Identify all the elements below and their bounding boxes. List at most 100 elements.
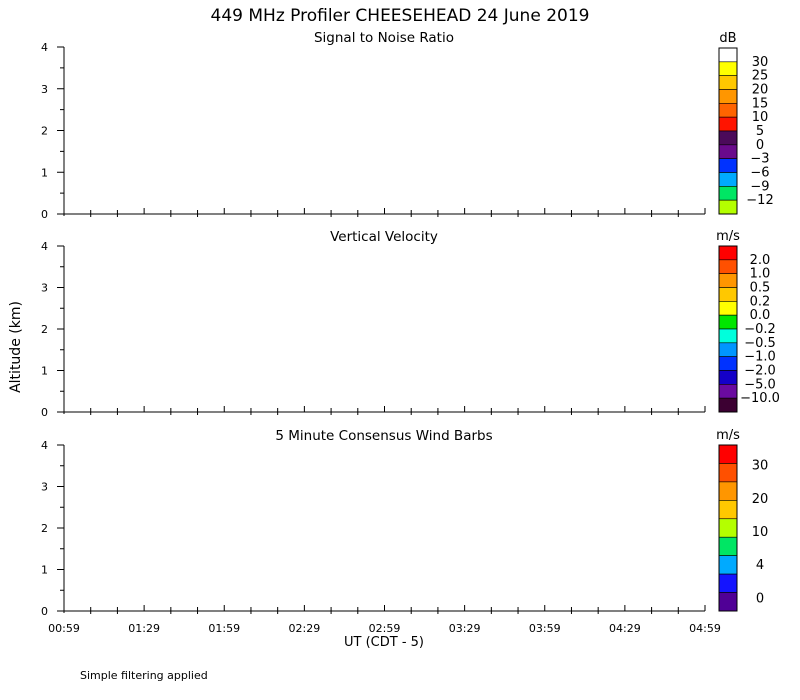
colorbar-swatch (718, 103, 738, 118)
colorbar-unit: m/s (716, 428, 740, 443)
colorbar-swatch (718, 75, 738, 90)
colorbar-label: 15 (752, 96, 769, 111)
y-tick-label: 3 (41, 282, 48, 295)
colorbar-swatch (718, 555, 738, 575)
colorbar-label: 25 (752, 69, 769, 84)
colorbar-label: 10 (752, 110, 769, 125)
colorbar-label: 30 (752, 459, 769, 474)
y-tick-label: 0 (41, 208, 48, 221)
colorbar-swatch (718, 481, 738, 501)
colorbar-label: 5 (756, 124, 764, 139)
x-tick-label: 02:29 (289, 622, 321, 635)
colorbar-label: 2.0 (750, 253, 771, 268)
y-tick-label: 1 (41, 166, 48, 179)
colorbar-label: −1.0 (744, 350, 776, 365)
colorbar-label: 20 (752, 492, 769, 507)
colorbar-unit: dB (719, 31, 736, 46)
colorbar-swatch (718, 172, 738, 187)
colorbar-swatch (718, 592, 738, 612)
x-tick-label: 03:59 (529, 622, 561, 635)
colorbar-swatch (718, 199, 738, 215)
colorbar-swatch (718, 259, 738, 274)
panel-1: Signal to Noise Ratio01234dB302520151050… (41, 30, 774, 221)
colorbar-swatch (718, 287, 738, 302)
colorbar-label: 0.5 (750, 281, 771, 296)
y-tick-label: 0 (41, 406, 48, 419)
y-tick-label: 1 (41, 365, 48, 378)
x-tick-label: 02:59 (369, 622, 401, 635)
y-tick-label: 3 (41, 481, 48, 494)
colorbar-label: −12 (746, 193, 773, 208)
colorbar-swatch (718, 463, 738, 483)
y-tick-label: 4 (41, 439, 48, 452)
y-axis-label: Altitude (km) (8, 301, 24, 393)
colorbar-label: −0.5 (744, 336, 776, 351)
colorbar-frame (718, 444, 738, 612)
y-tick-label: 0 (41, 605, 48, 618)
colorbar-label: −6 (750, 166, 769, 181)
y-tick-label: 2 (41, 323, 48, 336)
colorbar-swatch (718, 370, 738, 385)
panel-title: Signal to Noise Ratio (314, 30, 454, 46)
colorbar-swatch (718, 444, 738, 464)
panel-3: 5 Minute Consensus Wind Barbs 0 1 2 3 4 m/s 30 2… (41, 428, 768, 618)
x-tick-label: 01:59 (208, 622, 240, 635)
colorbar-swatch (718, 314, 738, 330)
y-tick-label: 4 (41, 240, 48, 253)
x-tick-label: 04:29 (609, 622, 641, 635)
colorbar-swatch (718, 61, 738, 76)
colorbar-swatch (718, 500, 738, 520)
colorbar-swatch (718, 328, 738, 344)
colorbar-swatch (718, 342, 738, 357)
colorbar-swatch (718, 536, 738, 556)
colorbar-label: 30 (752, 55, 769, 70)
colorbar-label: 0.2 (750, 294, 771, 309)
colorbar-label: 0 (756, 138, 764, 153)
colorbar-label: 20 (752, 83, 769, 98)
x-tick-label: 03:29 (449, 622, 481, 635)
colorbar-label: −5.0 (744, 377, 776, 392)
colorbar-label: 10 (752, 525, 769, 540)
colorbar-swatch (718, 397, 738, 413)
figure-title: 449 MHz Profiler CHEESEHEAD 24 June 2019 (211, 6, 590, 26)
colorbar-swatch (718, 89, 738, 104)
panel-title: Vertical Velocity (330, 229, 438, 245)
y-tick-label: 4 (41, 41, 48, 54)
colorbar-frame (718, 47, 738, 215)
colorbar-label: −3 (750, 152, 769, 167)
colorbar-swatch (718, 130, 738, 146)
footnote: Simple filtering applied (80, 669, 208, 682)
colorbar-swatch (718, 518, 738, 538)
colorbar-swatch (718, 301, 738, 316)
y-tick-label: 3 (41, 83, 48, 96)
y-tick-label: 2 (41, 522, 48, 535)
x-tick-label: 01:29 (128, 622, 160, 635)
colorbar-swatch (718, 245, 738, 261)
colorbar-label: 4 (756, 558, 764, 573)
colorbar-swatch (718, 47, 738, 63)
colorbar-frame (718, 245, 738, 413)
colorbar-unit: m/s (716, 229, 740, 244)
colorbar-label: 0 (756, 591, 764, 606)
colorbar-swatch (718, 384, 738, 399)
colorbar-label: 0.0 (750, 308, 771, 323)
colorbar-swatch (718, 144, 738, 159)
colorbar-swatch (718, 116, 738, 132)
panel-title: 5 Minute Consensus Wind Barbs (275, 428, 492, 444)
colorbar-swatch (718, 273, 738, 288)
x-axis-label: UT (CDT - 5) (344, 635, 424, 650)
colorbar-swatch (718, 573, 738, 593)
colorbar-swatch (718, 356, 738, 371)
y-tick-label: 1 (41, 564, 48, 577)
x-tick-label: 04:59 (689, 622, 721, 635)
panel-2: Vertical Velocity 0 1 2 3 4 m/s 2.01.00.50.20.0… (41, 229, 780, 419)
y-tick-label: 2 (41, 125, 48, 138)
x-tick-label: 00:59 (48, 622, 80, 635)
colorbar-label: −9 (750, 179, 769, 194)
colorbar-swatch (718, 186, 738, 201)
colorbar-label: −10.0 (740, 391, 780, 406)
colorbar-label: −2.0 (744, 364, 776, 379)
colorbar-label: −0.2 (744, 322, 776, 337)
colorbar-swatch (718, 158, 738, 173)
